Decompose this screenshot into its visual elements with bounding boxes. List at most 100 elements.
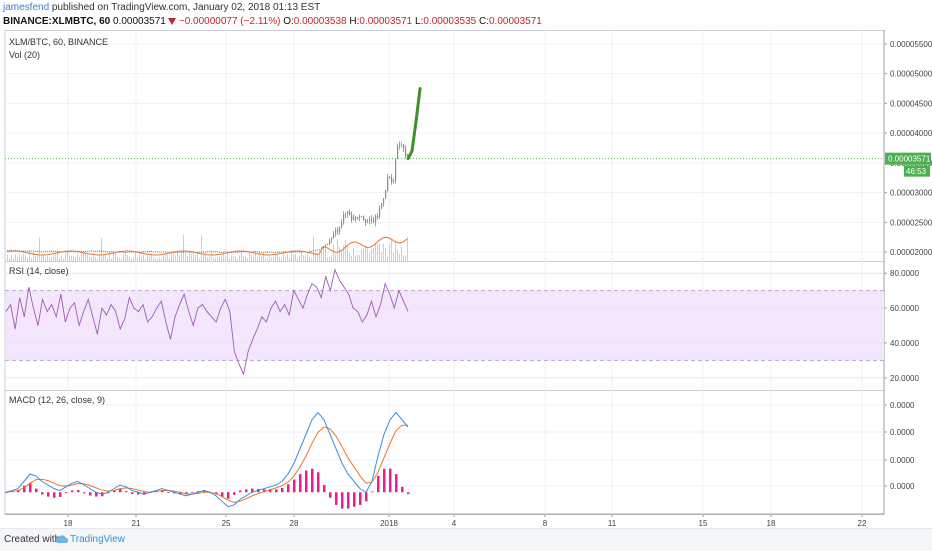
candle-body [371,218,373,220]
candle-body [25,250,27,252]
candle-body [365,219,367,223]
volume-bar [299,255,300,261]
candle-body [337,230,339,232]
volume-bar [193,252,194,261]
candle-body [267,251,269,253]
candle-body [109,251,111,253]
rsi-tick-label: 80.0000 [890,269,919,278]
volume-bar [373,248,374,261]
volume-bar [153,256,154,261]
volume-bar [149,256,150,261]
volume-bar [361,249,362,261]
candle-body [295,251,297,253]
volume-bar [189,251,190,261]
volume-bar [227,251,228,261]
volume-bar [87,254,88,261]
volume-bar [91,257,92,261]
macd-histogram-bar [17,490,20,493]
candle-body [189,251,191,253]
candle-body [359,216,361,218]
candle-body [67,251,69,253]
macd-histogram-bar [335,492,338,505]
volume-bar [169,258,170,261]
candle-body [69,251,71,253]
volume-bar [41,255,42,261]
candle-body [149,251,151,252]
candle-body [23,250,25,252]
candle-body [379,208,381,218]
price-tick-label: 0.00002000 [890,248,932,257]
volume-bar [225,256,226,261]
candle-body [217,251,219,253]
candle-body [43,251,45,253]
candle-body [253,251,255,253]
volume-bar [53,255,54,261]
volume-bar [121,258,122,261]
macd-histogram-bar [221,492,224,497]
candle-body [21,250,23,252]
macd-histogram-bar [59,492,62,497]
macd-histogram-bar [65,492,68,494]
volume-bar [11,255,12,261]
candle-body [37,250,39,252]
rsi-band [6,290,884,361]
candle-body [273,252,275,254]
candle-body [81,251,83,252]
candle-body [145,251,147,253]
candle-body [355,216,357,219]
volume-bar [255,253,256,261]
candle-body [361,216,363,218]
candle-body [95,250,97,252]
macd-histogram-bar [71,490,74,493]
macd-histogram-bar [317,472,320,493]
volume-bar [281,257,282,261]
volume-bar [229,258,230,261]
volume-bar [349,252,350,261]
volume-bar [109,251,110,261]
candle-body [101,250,103,252]
x-tick-label: 2018 [380,519,398,528]
candle-body [185,252,187,254]
volume-bar [35,255,36,261]
volume-bar [357,254,358,261]
candle-body [11,249,13,251]
volume-bar [183,234,184,261]
candle-body [265,251,267,253]
candle-body [193,251,195,253]
volume-bar [327,256,328,261]
volume-bar [297,258,298,261]
price-tick-label: 0.00003000 [890,189,932,198]
volume-bar [107,257,108,261]
volume-bar [77,253,78,261]
candle-body [389,176,391,178]
candle-body [89,250,91,252]
x-tick-label: 11 [608,519,617,528]
candle-body [335,230,337,234]
tradingview-brand[interactable]: TradingView [70,534,126,545]
volume-bar [163,255,164,261]
candle-body [323,246,325,248]
macd-histogram-bar [167,492,170,494]
candle-body [397,145,399,159]
macd-histogram-bar [365,492,368,502]
x-tick-label: 15 [699,519,708,528]
candle-body [407,154,409,156]
volume-bar [101,238,102,261]
volume-bar [27,257,28,261]
volume-bar [165,254,166,261]
macd-histogram-bar [23,485,26,493]
volume-bar [43,254,44,261]
volume-bar [315,252,316,261]
x-tick-label: 18 [767,519,776,528]
macd-histogram-bar [269,489,272,493]
volume-bar [251,254,252,261]
author-link[interactable]: jamesfend [3,2,50,13]
candle-body [65,251,67,253]
candle-body [239,251,241,253]
chart-canvas[interactable]: 18 21 25 28 2018 4 8 11 15 18 22 0.00005500 0.000050… [0,30,932,528]
volume-bar [105,254,106,261]
macd-histogram-bar [53,492,56,498]
candle-body [47,251,49,252]
candle-body [115,251,117,253]
candle-body [205,251,207,253]
